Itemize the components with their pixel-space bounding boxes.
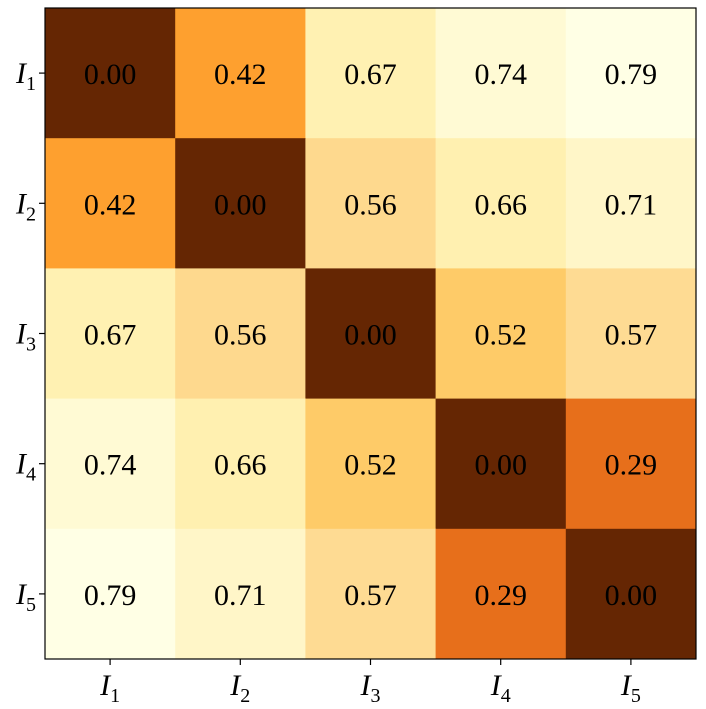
y-tick-label-3: I3 <box>15 318 36 356</box>
y-tick-label-4: I4 <box>15 448 36 486</box>
cell-value-label-r4-c1: 0.74 <box>84 449 137 482</box>
cell-value-label-r4-c5: 0.29 <box>605 449 658 482</box>
y-tick-label-1: I1 <box>15 57 36 95</box>
heatmap-cell-r1-c3 <box>305 8 437 139</box>
x-axis-ticks: I1 I2 I3 I4 I5 <box>99 659 641 707</box>
heatmap-cell-r4-c4 <box>435 398 567 530</box>
x-tick-label-2: I2 <box>229 669 250 707</box>
cell-value-label-r3-c3: 0.00 <box>344 319 397 352</box>
heatmap-cell-r1-c2 <box>175 8 306 139</box>
heatmap-cell-r4-c5 <box>565 398 697 530</box>
heatmap-cell-r4-c2 <box>175 398 306 530</box>
heatmap-cell-r3-c2 <box>175 268 306 400</box>
x-tick-label-4: I4 <box>490 669 511 707</box>
heatmap-cell-r4-c3 <box>305 398 437 530</box>
cell-value-label-r3-c2: 0.56 <box>214 319 267 352</box>
heatmap-cell-r2-c3 <box>305 138 437 269</box>
cell-value-label-r5-c2: 0.71 <box>214 579 267 612</box>
heatmap-cell-r5-c5 <box>565 528 697 660</box>
cell-value-label-r5-c1: 0.79 <box>84 579 137 612</box>
x-tick-label-3: I3 <box>360 669 381 707</box>
heatmap-cell-r3-c5 <box>565 268 697 400</box>
heatmap-cell-r2-c2 <box>175 138 306 269</box>
cell-value-label-r2-c5: 0.71 <box>605 188 658 221</box>
cell-value-label-r2-c3: 0.56 <box>344 188 397 221</box>
cell-value-label-r1-c2: 0.42 <box>214 58 267 91</box>
heatmap-cell-r1-c1 <box>45 8 176 139</box>
heatmap-cell-r3-c3 <box>305 268 437 400</box>
cell-value-label-r1-c4: 0.74 <box>474 58 527 91</box>
heatmap-cell-r1-c5 <box>565 8 697 139</box>
y-axis-ticks: I1 I2 I3 I4 I5 <box>15 57 45 616</box>
cell-value-label-r2-c1: 0.42 <box>84 188 137 221</box>
cell-value-label-r1-c3: 0.67 <box>344 58 397 91</box>
cell-value-label-r4-c3: 0.52 <box>344 449 397 482</box>
heatmap-cell-r5-c4 <box>435 528 567 660</box>
cell-value-label-r1-c5: 0.79 <box>605 58 658 91</box>
cell-value-label-r3-c4: 0.52 <box>474 319 527 352</box>
y-tick-label-5: I5 <box>15 578 36 616</box>
cell-value-label-r5-c5: 0.00 <box>605 579 658 612</box>
cell-value-label-r1-c1: 0.00 <box>84 58 137 91</box>
heatmap-cell-r2-c4 <box>435 138 567 269</box>
cell-value-label-r5-c4: 0.29 <box>474 579 527 612</box>
heatmap-cell-r4-c1 <box>45 398 176 530</box>
heatmap-cell-r5-c3 <box>305 528 437 660</box>
heatmap-cell-r2-c1 <box>45 138 176 269</box>
cell-value-label-r2-c2: 0.00 <box>214 188 267 221</box>
cell-value-label-r4-c2: 0.66 <box>214 449 267 482</box>
cell-value-label-r3-c1: 0.67 <box>84 319 137 352</box>
heatmap-value-labels: 0.00 0.42 0.67 0.74 0.79 0.42 0.00 0.56 0.66 0.71… <box>84 58 657 612</box>
y-tick-label-2: I2 <box>15 187 36 225</box>
cell-value-label-r2-c4: 0.66 <box>474 188 527 221</box>
heatmap-cell-r1-c4 <box>435 8 567 139</box>
cell-value-label-r3-c5: 0.57 <box>605 319 658 352</box>
heatmap-cell-r5-c1 <box>45 528 176 660</box>
cell-value-label-r5-c3: 0.57 <box>344 579 397 612</box>
cell-value-label-r4-c4: 0.00 <box>474 449 527 482</box>
heatmap-cell-r3-c1 <box>45 268 176 400</box>
x-tick-label-5: I5 <box>620 669 641 707</box>
heatmap-cell-r5-c2 <box>175 528 306 660</box>
heatmap-cells <box>45 8 697 660</box>
heatmap-cell-r2-c5 <box>565 138 697 269</box>
x-tick-label-1: I1 <box>99 669 120 707</box>
heatmap-cell-r3-c4 <box>435 268 567 400</box>
